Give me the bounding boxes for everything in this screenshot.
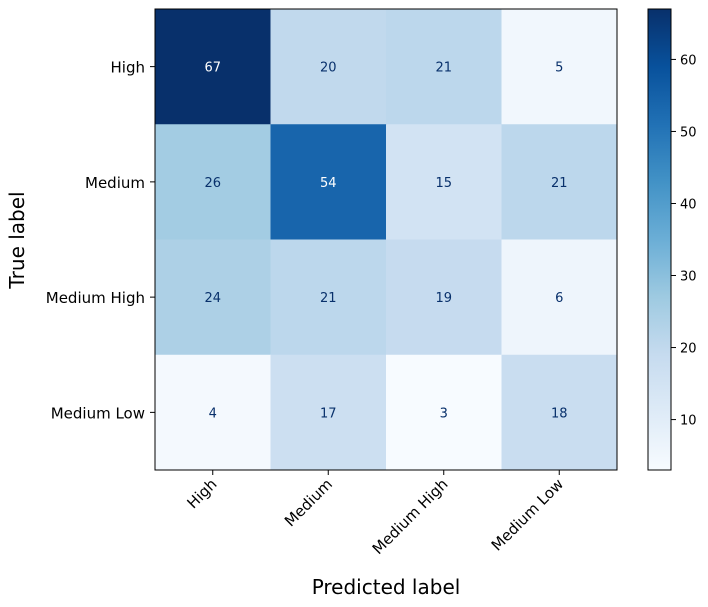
heatmap-cell: [501, 9, 618, 125]
heatmap-cell: [501, 354, 618, 471]
plot-frame: [154, 8, 618, 471]
heatmap-cell: [386, 9, 502, 125]
cell-value-label: 3: [440, 406, 448, 421]
y-tick-label: High: [111, 59, 145, 77]
colorbar-ticks: 10 20 30 40 50 60: [671, 53, 697, 429]
heatmap-cell: [270, 124, 387, 240]
cell-value-label: 26: [204, 176, 221, 191]
heatmap-cell: [270, 9, 387, 125]
cell-value-label: 18: [551, 406, 568, 421]
cell-value-label: 67: [204, 61, 221, 76]
cell-value-label: 19: [435, 291, 452, 306]
colorbar-gradient: [647, 8, 672, 471]
x-axis-title: Predicted label: [312, 575, 461, 599]
cell-value-label: 24: [204, 291, 221, 306]
y-tick-label: Medium: [85, 174, 145, 192]
heatmap-cell: [501, 124, 618, 240]
colorbar-tick-label: 10: [680, 414, 697, 429]
y-axis-title: True label: [5, 191, 29, 289]
cell-value-label: 17: [320, 406, 337, 421]
heatmap-cell-labels: 67 20 21 5 26 54 15 21 24 21 19 6 4 17 3 18: [204, 61, 567, 422]
x-tick-label: Medium: [281, 475, 336, 530]
x-axis-ticks: High Medium Medium High Medium Low: [183, 470, 567, 558]
y-tick-label: Medium High: [46, 289, 145, 307]
cell-value-label: 21: [320, 291, 337, 306]
cell-value-label: 20: [320, 61, 337, 76]
heatmap-cell: [386, 124, 502, 240]
cell-value-label: 6: [555, 291, 563, 306]
heatmap-cell: [386, 354, 502, 471]
y-tick-label: Medium Low: [51, 404, 145, 422]
colorbar-tick-label: 60: [680, 53, 697, 68]
heatmap-cells: [155, 9, 618, 471]
heatmap-cell: [386, 239, 502, 356]
colorbar: 10 20 30 40 50 60: [647, 8, 697, 471]
cell-value-label: 15: [435, 176, 452, 191]
colorbar-tick-label: 20: [680, 342, 697, 357]
heatmap-cell: [501, 239, 618, 356]
heatmap-cell: [155, 9, 271, 125]
colorbar-tick-label: 40: [680, 197, 697, 212]
colorbar-tick-label: 30: [680, 270, 697, 285]
heatmap-cell: [155, 124, 271, 240]
heatmap-cell: [155, 239, 271, 356]
cell-value-label: 21: [435, 61, 452, 76]
cell-value-label: 4: [209, 406, 217, 421]
heatmap-cell: [270, 354, 387, 471]
cell-value-label: 54: [320, 176, 337, 191]
heatmap-cell: [270, 239, 387, 356]
cell-value-label: 21: [551, 176, 568, 191]
colorbar-tick-label: 50: [680, 125, 697, 140]
cell-value-label: 5: [555, 61, 563, 76]
heatmap-cell: [155, 354, 271, 471]
x-tick-label: Medium High: [369, 475, 452, 558]
x-tick-label: Medium Low: [488, 475, 567, 554]
y-axis-ticks: High Medium Medium High Medium Low: [46, 59, 155, 422]
x-tick-label: High: [183, 475, 220, 512]
